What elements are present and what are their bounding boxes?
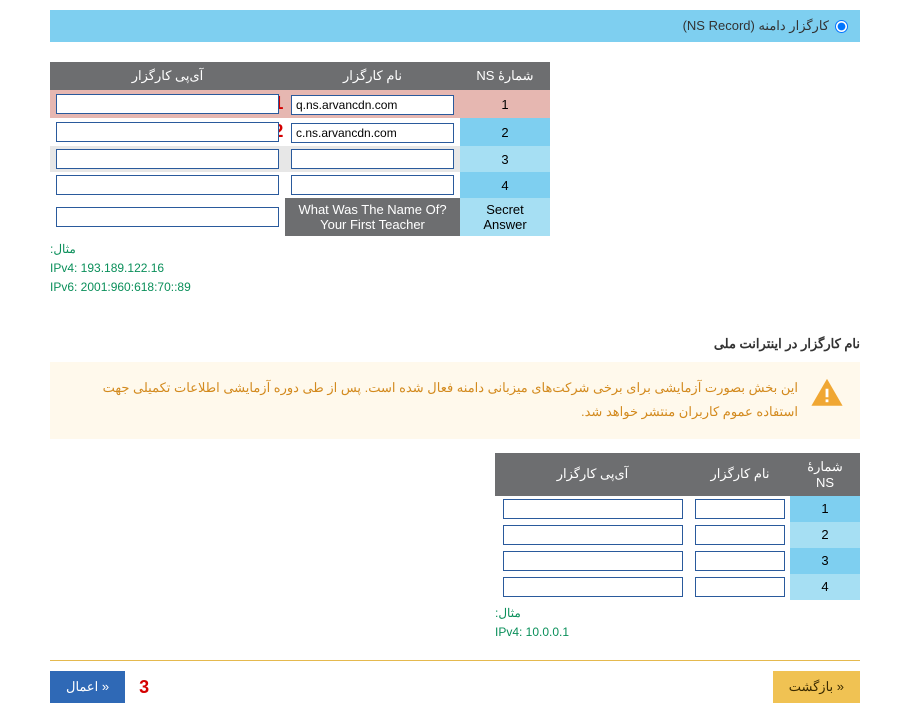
- ns-ip-input-2[interactable]: [56, 122, 279, 142]
- ns-record-radio[interactable]: [835, 20, 848, 33]
- intra-name-input-1[interactable]: [695, 499, 785, 519]
- example-block-2: مثال: IPv4: 10.0.0.1: [495, 600, 860, 642]
- intra-ip-input-3[interactable]: [503, 551, 683, 571]
- secret-row: Secret Answer ?What Was The Name Of Your…: [50, 198, 550, 236]
- secret-question: ?What Was The Name Of Your First Teacher: [285, 198, 460, 236]
- secret-answer-input[interactable]: [56, 207, 279, 227]
- annotation-3: 3: [135, 677, 153, 698]
- th-num: شمارهٔ NS: [460, 62, 550, 90]
- num-cell: 4: [790, 574, 860, 600]
- intra-name-input-3[interactable]: [695, 551, 785, 571]
- secret-label: Secret Answer: [460, 198, 550, 236]
- num-cell: 3: [790, 548, 860, 574]
- ns-ip-input-4[interactable]: [56, 175, 279, 195]
- example-ipv6: IPv6: 2001:960:618:70::89: [50, 278, 550, 297]
- num-cell: 4: [460, 172, 550, 198]
- table-row: 1 1: [50, 90, 550, 118]
- num-cell: 3: [460, 146, 550, 172]
- apply-button[interactable]: اعمال »: [50, 671, 125, 703]
- panel-header: کارگزار دامنه (NS Record): [50, 10, 860, 42]
- section-intranet-title: نام کارگزار در اینترانت ملی: [50, 336, 860, 352]
- intra-name-input-2[interactable]: [695, 525, 785, 545]
- intranet-ns-table: شمارهٔ NS نام کارگزار آی‌پی کارگزار 1 2: [495, 453, 860, 600]
- back-button[interactable]: « بازگشت: [773, 671, 860, 703]
- num-cell: 2: [790, 522, 860, 548]
- num-cell: 1: [460, 90, 550, 118]
- table-row: 2 2: [50, 118, 550, 146]
- th2-num: شمارهٔ NS: [790, 453, 860, 496]
- table-row: 4: [495, 574, 860, 600]
- num-cell: 2: [460, 118, 550, 146]
- ns-table: شمارهٔ NS نام کارگزار آی‌پی کارگزار 1 1 …: [50, 62, 550, 236]
- example-ipv4: IPv4: 193.189.122.16: [50, 259, 550, 278]
- th-name: نام کارگزار: [285, 62, 460, 90]
- ns-name-input-2[interactable]: [291, 123, 454, 143]
- example-title: مثال:: [50, 242, 76, 256]
- ns-ip-input-1[interactable]: [56, 94, 279, 114]
- footer-bar: « بازگشت اعمال » 3: [50, 660, 860, 703]
- table-row: 1: [495, 496, 860, 522]
- alert-text: این بخش بصورت آزمایشی برای برخی شرکت‌های…: [66, 376, 798, 425]
- example2-ipv4: IPv4: 10.0.0.1: [495, 623, 860, 642]
- intra-ip-input-4[interactable]: [503, 577, 683, 597]
- warning-icon: [810, 376, 844, 410]
- table-row: 3: [50, 146, 550, 172]
- th-ip: آی‌پی کارگزار: [50, 62, 285, 90]
- example-block-1: مثال: IPv4: 193.189.122.16 IPv6: 2001:96…: [50, 236, 550, 298]
- intra-ip-input-2[interactable]: [503, 525, 683, 545]
- ns-name-input-3[interactable]: [291, 149, 454, 169]
- panel-header-label: کارگزار دامنه (NS Record): [683, 18, 829, 34]
- ns-ip-input-3[interactable]: [56, 149, 279, 169]
- ns-name-input-4[interactable]: [291, 175, 454, 195]
- table-row: 3: [495, 548, 860, 574]
- intra-name-input-4[interactable]: [695, 577, 785, 597]
- alert-box: این بخش بصورت آزمایشی برای برخی شرکت‌های…: [50, 362, 860, 439]
- table-row: 4: [50, 172, 550, 198]
- example2-title: مثال:: [495, 606, 521, 620]
- num-cell: 1: [790, 496, 860, 522]
- table-row: 2: [495, 522, 860, 548]
- th2-ip: آی‌پی کارگزار: [495, 453, 690, 496]
- ns-name-input-1[interactable]: [291, 95, 454, 115]
- th2-name: نام کارگزار: [690, 453, 790, 496]
- intra-ip-input-1[interactable]: [503, 499, 683, 519]
